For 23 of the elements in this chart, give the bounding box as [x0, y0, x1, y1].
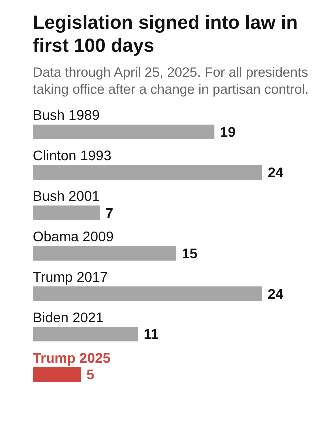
data-label: 19 — [220, 124, 236, 140]
data-label: 24 — [268, 164, 284, 180]
bar — [33, 124, 215, 140]
y-tick-label: Biden 2021 — [33, 309, 104, 326]
data-label: 15 — [182, 245, 198, 262]
chart-subtitle: Data through April 25, 2025. For all presidents taking office after a change in partisan control. — [33, 64, 310, 98]
bar — [33, 286, 262, 302]
y-tick-label: Trump 2025 — [33, 350, 112, 366]
y-tick-label: Clinton 1993 — [33, 148, 112, 164]
y-tick-label: Bush 1989 — [33, 107, 100, 124]
bar — [33, 165, 262, 180]
bar — [33, 327, 138, 342]
bar — [33, 206, 100, 220]
data-label: 11 — [144, 326, 159, 342]
data-label: 24 — [268, 286, 284, 302]
chart-title: Legislation signed into law in first 100 days — [33, 12, 299, 58]
bar — [33, 246, 176, 261]
data-label: 7 — [106, 204, 114, 221]
bar — [33, 367, 82, 382]
y-tick-label: Obama 2009 — [33, 228, 114, 244]
y-tick-label: Trump 2017 — [33, 268, 108, 285]
data-label: 5 — [86, 366, 95, 383]
y-tick-label: Bush 2001 — [33, 188, 100, 204]
